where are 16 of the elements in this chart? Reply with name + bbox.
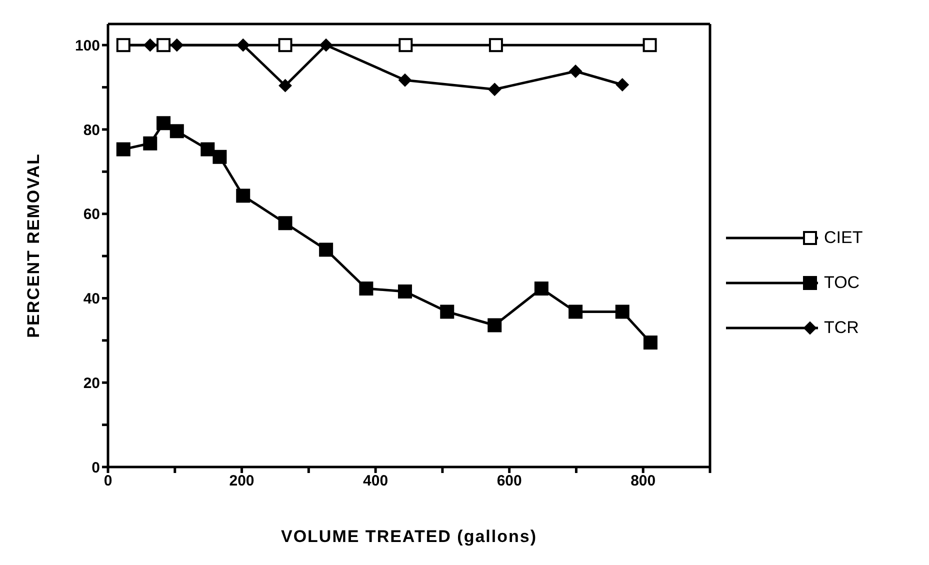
legend-label: TCR	[824, 318, 859, 338]
y-tick-label: 60	[83, 206, 100, 224]
x-axis-title: VOLUME TREATED (gallons)	[280, 527, 538, 546]
x-tick-label: 200	[229, 472, 254, 490]
x-tick-label: 800	[630, 472, 656, 490]
x-tick-label: 0	[104, 472, 112, 490]
x-tick-label: 600	[496, 472, 522, 490]
legend-label: CIET	[824, 228, 863, 248]
x-tick-label: 400	[363, 472, 388, 490]
y-tick-label: 40	[83, 290, 100, 308]
y-tick-label: 20	[83, 374, 100, 392]
y-tick-label: 80	[83, 122, 100, 139]
y-tick-label: 100	[74, 37, 100, 54]
legend-label: TOC	[824, 272, 860, 292]
y-axis-title: PERCENT REMOVAL	[24, 153, 44, 338]
y-tick-label: 0	[92, 459, 100, 476]
